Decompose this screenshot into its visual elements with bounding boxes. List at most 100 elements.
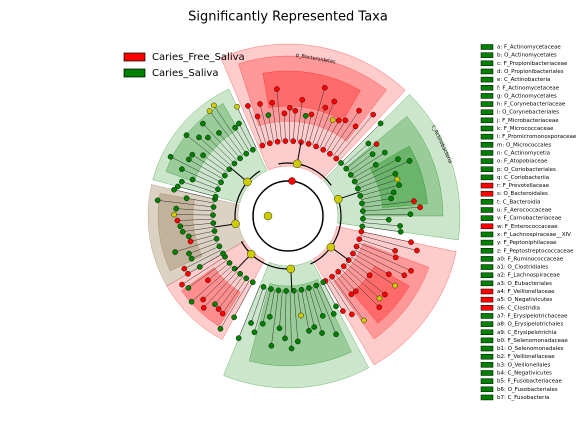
node <box>408 267 414 274</box>
node <box>243 150 250 157</box>
node <box>347 172 354 178</box>
branch <box>343 143 369 166</box>
branch <box>356 246 412 272</box>
node <box>388 195 394 202</box>
node <box>333 331 339 338</box>
node <box>365 140 372 147</box>
branch <box>238 285 261 339</box>
node <box>417 204 423 211</box>
node <box>274 86 280 92</box>
node <box>171 211 177 218</box>
node <box>348 291 355 298</box>
node <box>392 282 398 289</box>
taxon-label: a4: F_Veillonellaceae <box>497 289 555 295</box>
taxon-swatch <box>480 394 494 401</box>
taxon-label: v: F_Carnobacteriaceae <box>497 216 562 222</box>
branch <box>257 116 267 145</box>
taxon-swatch <box>480 68 494 75</box>
branch <box>268 115 274 143</box>
branch <box>360 235 417 251</box>
node <box>298 286 305 293</box>
taxon-swatch <box>480 190 494 197</box>
node <box>350 250 356 257</box>
branch <box>254 287 268 333</box>
node <box>356 107 362 114</box>
branch <box>202 123 238 162</box>
branch <box>316 285 337 335</box>
node <box>321 84 328 91</box>
taxon-label: n: C_Actinomycetia <box>497 150 550 156</box>
branch <box>284 290 287 339</box>
branch <box>356 160 410 186</box>
branch <box>188 259 228 289</box>
node <box>361 317 367 324</box>
node <box>196 134 202 141</box>
taxon-label: b7: C_Fusobacteria <box>497 395 549 401</box>
node <box>319 313 326 319</box>
node <box>236 120 242 127</box>
branch <box>308 287 323 334</box>
node <box>343 165 349 172</box>
node <box>313 143 319 150</box>
node <box>211 228 218 234</box>
node <box>179 281 185 288</box>
node <box>349 311 355 318</box>
node <box>257 101 263 107</box>
taxon-swatch <box>480 239 494 246</box>
branch <box>269 289 275 317</box>
branch <box>329 110 360 154</box>
node <box>370 111 376 118</box>
branch <box>220 280 250 329</box>
taxon-label: a6: C_Clostridia <box>497 305 540 311</box>
taxon-swatch <box>480 321 494 327</box>
taxon-label: j: F_Microbacteriaceae <box>496 118 559 124</box>
node <box>331 98 338 105</box>
node <box>357 193 364 199</box>
node <box>335 117 342 124</box>
node <box>211 102 217 109</box>
branch <box>259 103 271 144</box>
taxon-swatch <box>480 109 494 115</box>
node <box>385 216 392 223</box>
node <box>396 182 402 188</box>
node <box>340 263 347 269</box>
node <box>286 264 295 274</box>
node <box>355 185 361 192</box>
taxon-swatch <box>480 85 494 91</box>
node <box>173 205 179 212</box>
taxon-swatch <box>480 142 494 148</box>
node <box>287 104 293 111</box>
branch <box>362 222 401 227</box>
node <box>397 223 403 229</box>
node <box>246 249 256 259</box>
branch <box>157 200 214 208</box>
taxon-label: a2: F_Lachnospiraceae <box>497 273 560 279</box>
branch <box>361 231 412 243</box>
node <box>220 250 226 257</box>
taxon-label: c: F_Propionibacteriaceae <box>497 61 568 67</box>
node <box>352 123 359 130</box>
taxon-swatch <box>480 345 494 352</box>
branch <box>326 120 346 152</box>
node <box>274 138 281 145</box>
taxon-swatch <box>480 288 494 295</box>
taxon-label: r: F_Prevotellaceae <box>497 183 550 189</box>
node <box>372 161 379 168</box>
node <box>216 243 223 250</box>
branch <box>322 120 339 150</box>
branch <box>199 253 224 268</box>
node <box>358 228 365 235</box>
legend-label: Caries_Saliva <box>152 68 218 79</box>
taxon-label: a7: F_Erysipelotrichaceae <box>497 313 568 319</box>
branch <box>250 286 264 324</box>
node <box>320 279 327 286</box>
branch <box>236 106 257 149</box>
branch <box>289 107 291 142</box>
taxon-label: h: F_Corynebacteriaceae <box>497 102 566 108</box>
node <box>342 117 349 124</box>
node <box>291 287 297 294</box>
node <box>217 325 224 332</box>
node <box>210 220 217 226</box>
branch <box>222 278 247 314</box>
